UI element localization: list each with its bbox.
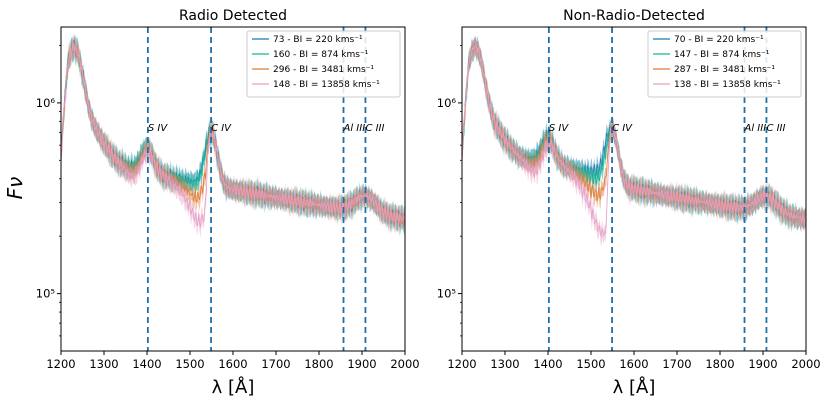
plot-area (61, 33, 405, 239)
legend-entry: 160 - BI = 874 kms⁻¹ (273, 50, 369, 60)
legend-entry: 70 - BI = 220 kms⁻¹ (674, 35, 764, 45)
panel-radio-detected: Radio Detected Fν λ [Å] S IV C IV Al III C … (3, 8, 420, 398)
panel-non-radio-detected: Non-Radio-Detected λ [Å] S IV C IV Al III C… (437, 8, 821, 398)
series-band (61, 35, 405, 236)
x-tick-label: 1800 (304, 357, 333, 371)
emission-line-label: S IV (549, 123, 569, 134)
legend-box (246, 30, 401, 98)
x-tick-label: 1900 (748, 357, 777, 371)
emission-line-label: Al III (343, 123, 366, 134)
legend-entry: 287 - BI = 3481 kms⁻¹ (674, 65, 775, 75)
emission-line-label: C III (766, 123, 785, 134)
legend-entry: 138 - BI = 13858 kms⁻¹ (674, 80, 781, 90)
x-tick-label: 1500 (576, 357, 605, 371)
panel-title: Radio Detected (179, 8, 287, 24)
emission-line-label: C IV (211, 123, 232, 134)
panel-title: Non-Radio-Detected (563, 8, 705, 24)
legend-entry: 296 - BI = 3481 kms⁻¹ (273, 65, 374, 75)
x-tick-label: 1400 (132, 357, 161, 371)
emission-line-label: S IV (148, 123, 168, 134)
x-tick-label: 1700 (261, 357, 290, 371)
x-tick-label: 2000 (390, 357, 419, 371)
emission-line-label: C III (365, 123, 384, 134)
emission-line-label: Al III (744, 123, 767, 134)
x-tick-label: 1200 (46, 357, 75, 371)
x-tick-label: 1200 (447, 357, 476, 371)
legend-box (647, 30, 802, 98)
series-band (61, 33, 405, 237)
x-tick-label: 1300 (89, 357, 118, 371)
x-tick-label: 2000 (791, 357, 820, 371)
x-tick-label: 1400 (533, 357, 562, 371)
x-tick-label: 1500 (175, 357, 204, 371)
x-tick-label: 1600 (218, 357, 247, 371)
x-axis-label: λ [Å] (613, 376, 656, 398)
legend-entry: 73 - BI = 220 kms⁻¹ (273, 35, 363, 45)
series-band (462, 35, 806, 233)
legend: 73 - BI = 220 kms⁻¹ 160 - BI = 874 kms⁻¹ 2… (246, 30, 401, 98)
emission-line-label: C IV (612, 123, 633, 134)
series-line (462, 44, 806, 238)
x-tick-label: 1800 (705, 357, 734, 371)
series-band (61, 33, 405, 236)
series-band (61, 34, 405, 239)
x-tick-label: 1600 (619, 357, 648, 371)
x-tick-label: 1900 (347, 357, 376, 371)
series-line (61, 40, 405, 228)
legend: 70 - BI = 220 kms⁻¹ 147 - BI = 874 kms⁻¹ 2… (647, 30, 802, 98)
x-axis-label: λ [Å] (212, 376, 255, 398)
y-tick-label: 10⁶ (437, 96, 457, 110)
y-tick-label: 10⁵ (36, 287, 56, 301)
legend-entry: 147 - BI = 874 kms⁻¹ (674, 50, 770, 60)
y-tick-label: 10⁵ (437, 287, 457, 301)
y-tick-label: 10⁶ (36, 96, 56, 110)
x-tick-label: 1700 (662, 357, 691, 371)
legend-entry: 148 - BI = 13858 kms⁻¹ (273, 80, 380, 90)
plot-area (462, 35, 806, 247)
y-axis-label: Fν (3, 177, 27, 200)
x-tick-label: 1300 (490, 357, 519, 371)
